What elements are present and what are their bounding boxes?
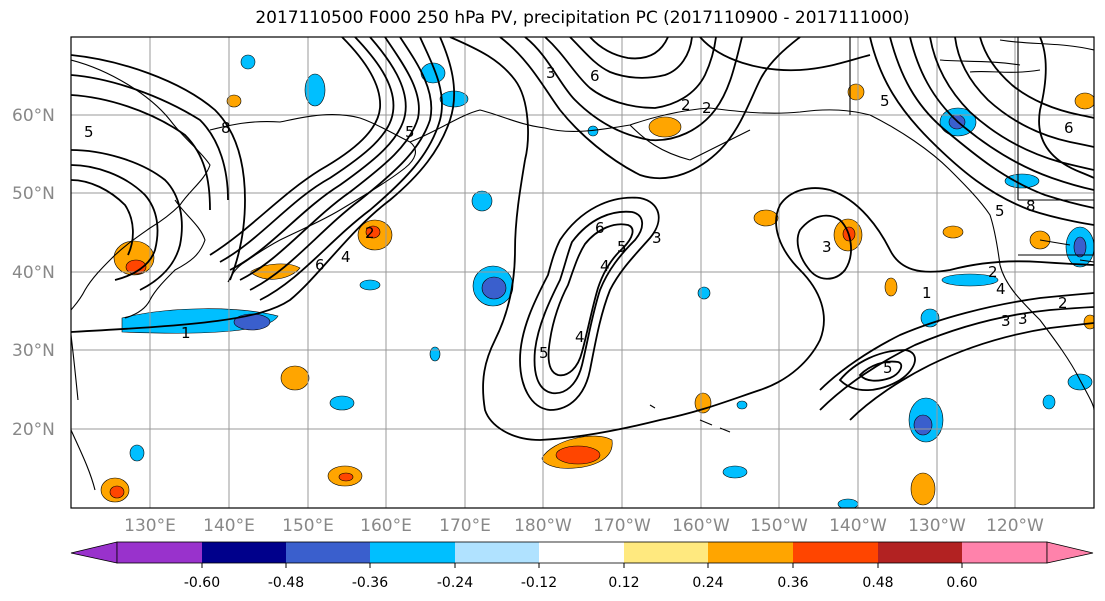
contour-label: 5	[405, 123, 415, 141]
lon-label: 130°E	[124, 516, 176, 536]
lon-label: 170°E	[439, 516, 491, 536]
contour-label: 6	[590, 67, 600, 85]
contour-label: 2	[1058, 294, 1068, 312]
lon-label: 130°W	[908, 516, 966, 536]
contour-label: 6	[595, 219, 605, 237]
coastlines	[71, 37, 1094, 491]
colorbar-tick-label: -0.36	[352, 575, 388, 591]
colorbar-cell	[962, 542, 1047, 563]
contour-label: 5	[539, 344, 549, 362]
contour-label: 5	[883, 359, 893, 377]
colorbar-tick-label: 0.60	[946, 575, 977, 591]
lat-label: 20°N	[12, 420, 55, 440]
colorbar-tick-labels: -0.60 -0.48 -0.36 -0.24 -0.12 0.12 0.24 …	[184, 575, 978, 591]
contour-label: 4	[996, 280, 1006, 298]
contour-label: 2	[988, 263, 998, 281]
lon-label: 180°W	[514, 516, 572, 536]
lon-label: 160°W	[672, 516, 730, 536]
contour-label: 3	[1018, 310, 1028, 328]
colorbar-cell	[70, 541, 118, 564]
colorbar-cell	[455, 542, 539, 563]
colorbar-cell	[1046, 541, 1094, 564]
lon-label: 170°W	[593, 516, 651, 536]
lon-label: 150°W	[750, 516, 808, 536]
contour-label: 2	[365, 224, 375, 242]
colorbar-cell	[286, 542, 370, 563]
colorbar-tick-label: 0.24	[692, 575, 723, 591]
map-frame	[70, 36, 1095, 509]
contour-label: 5	[995, 202, 1005, 220]
lon-label: 140°W	[829, 516, 887, 536]
lon-label: 120°W	[986, 516, 1044, 536]
longitude-labels: 130°E 140°E 150°E 160°E 170°E 180°W 170°…	[124, 516, 1044, 536]
colorbar-cell	[878, 542, 962, 563]
contour-label: 8	[221, 119, 231, 137]
latitude-labels: 60°N 50°N 40°N 30°N 20°N	[12, 106, 55, 440]
lat-label: 40°N	[12, 263, 55, 283]
contour-labels: 5 5 8 3 2 1 6 4 2 6 2 3 6 5 4 5 4 3 2 3 …	[84, 64, 1074, 377]
colorbar-cell	[539, 542, 624, 563]
colorbar: -0.60 -0.48 -0.36 -0.24 -0.12 0.12 0.24 …	[70, 541, 1094, 591]
colorbar-tick-label: 0.12	[608, 575, 639, 591]
contour-label: 5	[84, 123, 94, 141]
contour-label: 4	[600, 257, 610, 275]
lon-label: 140°E	[203, 516, 255, 536]
colorbar-cell	[370, 542, 455, 563]
contour-label: 1	[181, 324, 191, 342]
contour-label: 3	[1001, 312, 1011, 330]
colorbar-tick-label: -0.24	[437, 575, 473, 591]
colorbar-tick-label: -0.48	[268, 575, 304, 591]
contour-label: 2	[681, 96, 691, 114]
contour-label: 3	[546, 64, 556, 82]
colorbar-tick-label: 0.36	[777, 575, 808, 591]
contour-label: 8	[1026, 197, 1036, 215]
colorbar-tick-label: -0.60	[184, 575, 220, 591]
colorbar-cell	[624, 542, 708, 563]
contour-label: 3	[652, 229, 662, 247]
colorbar-cell	[708, 542, 793, 563]
contour-label: 1	[922, 284, 932, 302]
contour-label: 5	[880, 92, 890, 110]
colorbar-tick-label: 0.48	[862, 575, 893, 591]
contour-label: 6	[1064, 119, 1074, 137]
lon-label: 150°E	[282, 516, 334, 536]
colorbar-cell	[793, 542, 878, 563]
colorbar-cell	[202, 542, 286, 563]
map-title: 2017110500 F000 250 hPa PV, precipitatio…	[255, 8, 910, 28]
lon-label: 160°E	[360, 516, 412, 536]
precip-shading	[100, 54, 1094, 508]
contour-label: 3	[822, 238, 832, 256]
lat-label: 50°N	[12, 184, 55, 204]
colorbar-tick-label: -0.12	[521, 575, 557, 591]
lat-label: 60°N	[12, 106, 55, 126]
contour-label: 6	[315, 256, 325, 274]
lat-label: 30°N	[12, 341, 55, 361]
pv-contours	[71, 37, 1094, 441]
contour-label: 4	[341, 248, 351, 266]
contour-label: 5	[617, 238, 627, 256]
contour-label: 2	[702, 99, 712, 117]
colorbar-cell	[117, 542, 202, 563]
contour-label: 4	[575, 328, 585, 346]
